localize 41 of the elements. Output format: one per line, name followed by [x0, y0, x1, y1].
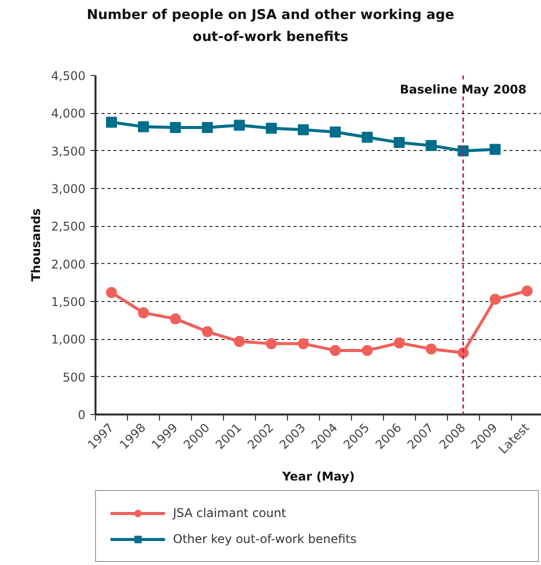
- point: [234, 336, 245, 347]
- y-axis-title: Thousands: [29, 208, 44, 282]
- point: [490, 144, 501, 155]
- ref-line-label: Baseline May 2008: [400, 82, 527, 96]
- y-tick-label: 4,000: [51, 106, 86, 121]
- point: [202, 122, 213, 133]
- y-tick-label: 0: [78, 408, 86, 422]
- point: [138, 121, 149, 132]
- point: [106, 116, 117, 128]
- point: [170, 313, 181, 324]
- point: [298, 338, 309, 350]
- point: [330, 126, 341, 138]
- point: [490, 294, 501, 305]
- point: [330, 344, 341, 356]
- point: [426, 343, 437, 354]
- legend-label: Other key out-of-work benefits: [173, 532, 358, 546]
- y-tick-label: 1,500: [51, 295, 86, 309]
- y-tick-label: 4,500: [51, 69, 86, 83]
- point: [202, 326, 213, 338]
- point: [394, 137, 405, 148]
- point: [522, 285, 533, 296]
- y-tick-label: 3,500: [51, 144, 86, 158]
- point: [106, 286, 117, 298]
- y-tick-label: 1,000: [51, 332, 86, 347]
- point: [138, 307, 149, 318]
- point: [394, 337, 405, 348]
- point: [266, 122, 277, 134]
- y-tick-label: 2,500: [51, 220, 86, 234]
- legend-label: JSA claimant count: [173, 506, 288, 520]
- point: [266, 338, 277, 350]
- chart-title: Number of people on JSA and other working age out-of-work benefits: [86, 6, 454, 47]
- point: [362, 132, 373, 143]
- x-axis-title: Year (May): [281, 470, 355, 484]
- point: [234, 120, 245, 131]
- point: [426, 140, 437, 152]
- point: [170, 122, 181, 133]
- y-tick-label: 500: [62, 370, 86, 384]
- y-tick-label: 2,000: [51, 257, 86, 272]
- point: [362, 344, 373, 356]
- y-tick-label: 3,000: [51, 182, 86, 196]
- point: [298, 124, 309, 136]
